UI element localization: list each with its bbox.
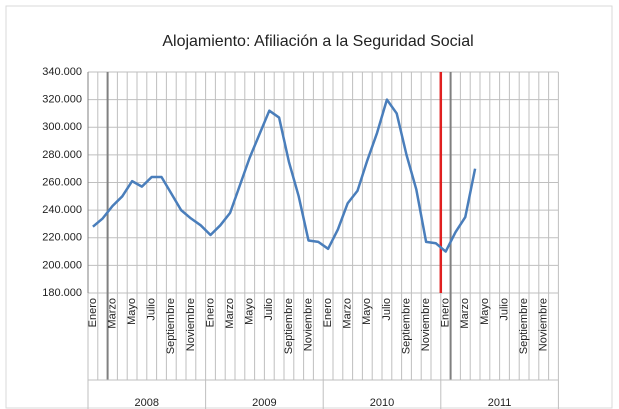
y-tick-label: 180.000 [42, 287, 82, 299]
y-tick-label: 320.000 [42, 94, 82, 106]
x-tick-label: Septiembre [518, 298, 530, 354]
x-tick-label: Enero [322, 298, 334, 327]
x-tick-label: Mayo [126, 298, 138, 325]
series-line [92, 98, 477, 253]
y-tick-label: 280.000 [42, 149, 82, 161]
x-tick-label: Marzo [224, 298, 236, 329]
year-label: 2008 [135, 397, 159, 409]
x-tick-label: Enero [87, 298, 99, 327]
x-tick-label: Marzo [459, 298, 471, 329]
y-tick-label: 220.000 [42, 232, 82, 244]
chart-title: Alojamiento: Afiliación a la Seguridad S… [162, 33, 473, 50]
year-label: 2011 [488, 397, 512, 409]
y-tick-label: 340.000 [42, 66, 82, 78]
x-tick-label: Enero [204, 298, 216, 327]
x-tick-label: Marzo [106, 298, 118, 329]
x-tick-label: Julio [498, 298, 510, 321]
x-tick-label: Septiembre [400, 298, 412, 354]
x-tick-label: Septiembre [165, 298, 177, 354]
x-tick-label: Enero [440, 298, 452, 327]
y-tick-label: 200.000 [42, 259, 82, 271]
y-tick-label: 260.000 [42, 176, 82, 188]
x-tick-label: Noviembre [302, 298, 314, 351]
year-label: 2010 [370, 397, 394, 409]
y-tick-label: 300.000 [42, 121, 82, 133]
x-tick-label: Noviembre [538, 298, 550, 351]
year-label: 2009 [252, 397, 276, 409]
x-tick-label: Mayo [479, 298, 491, 325]
x-tick-label: Julio [381, 298, 393, 321]
x-tick-label: Septiembre [283, 298, 295, 354]
x-tick-label: Noviembre [420, 298, 432, 351]
x-tick-label: Noviembre [185, 298, 197, 351]
x-tick-label: Mayo [361, 298, 373, 325]
x-tick-label: Mayo [244, 298, 256, 325]
x-tick-label: Julio [146, 298, 158, 321]
x-tick-label: Marzo [342, 298, 354, 329]
y-tick-label: 240.000 [42, 204, 82, 216]
x-tick-label: Julio [263, 298, 275, 321]
